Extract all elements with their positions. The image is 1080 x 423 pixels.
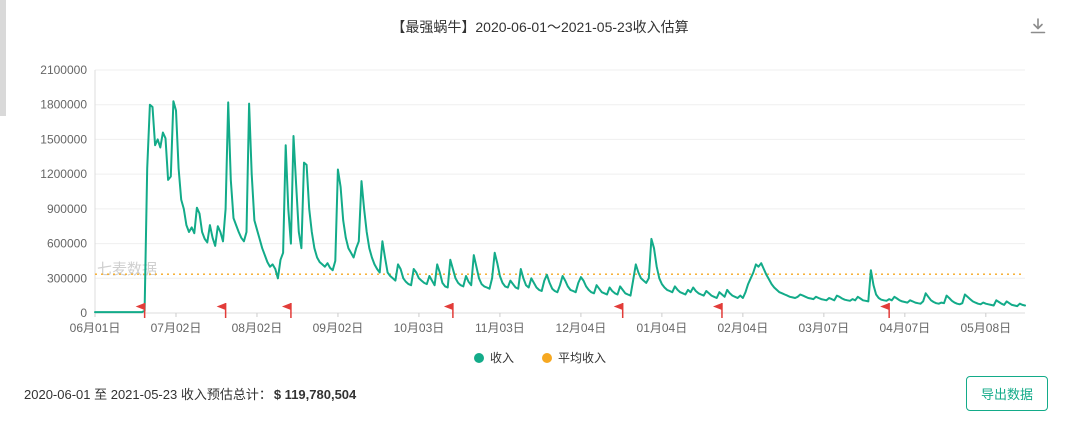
legend-dot-revenue	[473, 352, 484, 363]
summary-total: $ 119,780,504	[273, 387, 357, 402]
x-tick-label: 11月03日	[475, 321, 525, 335]
x-tick-label: 08月02日	[232, 321, 283, 335]
legend-label-revenue: 收入	[489, 351, 514, 365]
left-scrollbar[interactable]	[0, 0, 6, 116]
export-button[interactable]: 导出数据	[965, 376, 1048, 411]
x-tick-label: 07月02日	[151, 321, 202, 335]
flag-icon[interactable]	[613, 303, 623, 310]
legend-dot-average	[542, 352, 552, 363]
legend-label-average: 平均收入	[558, 351, 607, 365]
x-tick-label: 12月04日	[556, 321, 607, 335]
download-arrow-icon	[1030, 18, 1046, 34]
revenue-line[interactable]	[94, 100, 1026, 314]
y-tick-label: 600000	[47, 237, 87, 251]
y-tick-label: 2100000	[40, 63, 87, 77]
y-tick-label: 1200000	[40, 167, 87, 181]
footer-summary: 2020-06-01 至 2021-05-23 收入预估总计： $ 119,780…	[24, 384, 356, 403]
y-tick-label: 900000	[47, 202, 87, 216]
x-tick-label: 04月07日	[879, 321, 930, 335]
flag-icon[interactable]	[216, 303, 226, 310]
flag-icon[interactable]	[712, 303, 722, 310]
flag-icon[interactable]	[443, 303, 453, 310]
x-tick-label: 01月04日	[637, 321, 688, 335]
x-tick-label: 02月04日	[718, 321, 769, 335]
x-tick-label: 03月07日	[798, 321, 849, 335]
flag-icon[interactable]	[880, 303, 890, 310]
x-tick-label: 09月02日	[313, 321, 364, 335]
download-icon[interactable]	[1026, 14, 1050, 38]
legend-item-revenue[interactable]: 收入	[473, 349, 514, 366]
x-tick-label: 10月03日	[394, 321, 445, 335]
legend-item-average[interactable]: 平均收入	[542, 349, 606, 366]
chart-canvas[interactable]: 0 300000 600000 900000 1200000 1500000 1800000…	[0, 50, 1080, 350]
y-tick-label: 0	[80, 306, 87, 320]
flag-icon[interactable]	[135, 303, 145, 310]
flag-icon[interactable]	[281, 303, 291, 310]
summary-prefix: 2020-06-01 至 2021-05-23 收入预估总计：	[24, 387, 272, 402]
watermark: 七麦数据	[97, 261, 157, 278]
y-tick-label: 1800000	[40, 98, 87, 112]
x-tick-label: 06月01日	[70, 321, 121, 335]
x-tick-label: 05月08日	[960, 321, 1011, 335]
page-title: 【最强蜗牛】2020-06-01～2021-05-23收入估算	[391, 19, 689, 35]
legend: 收入 平均收入	[0, 349, 1080, 366]
y-tick-label: 1500000	[40, 132, 87, 146]
y-tick-label: 300000	[47, 271, 87, 285]
